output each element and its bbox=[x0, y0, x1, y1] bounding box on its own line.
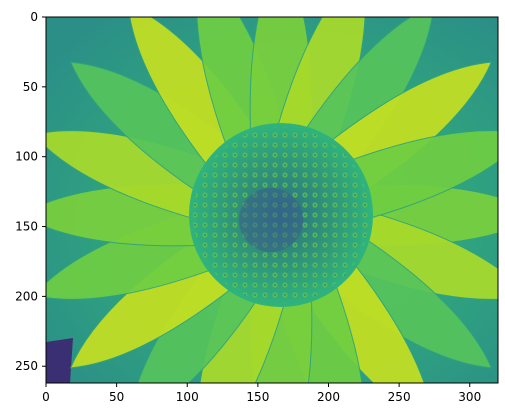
y-tick-label: 100 bbox=[15, 150, 38, 164]
x-tick-label: 0 bbox=[42, 390, 50, 404]
y-tick-label: 200 bbox=[15, 289, 38, 303]
y-axis: 0 50 100 150 200 250 bbox=[15, 10, 46, 373]
image-content bbox=[46, 17, 498, 383]
petal bbox=[337, 130, 498, 223]
dark-corner-region bbox=[46, 338, 73, 383]
axes-border bbox=[45, 16, 499, 384]
x-tick-label: 200 bbox=[317, 390, 340, 404]
y-tick-label: 50 bbox=[23, 80, 38, 94]
x-axis: 0 50 100 150 200 250 300 bbox=[42, 383, 481, 404]
x-tick-label: 300 bbox=[458, 390, 481, 404]
y-tick-label: 150 bbox=[15, 220, 38, 234]
y-tick-label: 0 bbox=[30, 10, 38, 24]
x-tick-label: 150 bbox=[246, 390, 269, 404]
flower-center-dark-core bbox=[239, 188, 303, 252]
x-tick-label: 250 bbox=[388, 390, 411, 404]
x-tick-label: 50 bbox=[109, 390, 124, 404]
x-tick-label: 100 bbox=[176, 390, 199, 404]
y-tick-label: 250 bbox=[15, 359, 38, 373]
